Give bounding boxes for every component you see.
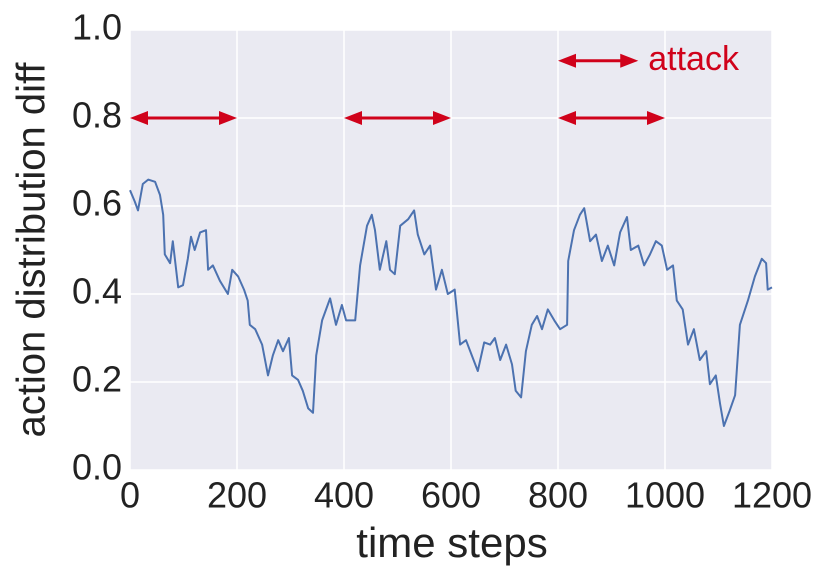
- arrow-head: [219, 111, 237, 125]
- arrow-head: [647, 111, 665, 125]
- y-tick-label: 0.6: [72, 183, 122, 224]
- x-tick-label: 200: [207, 475, 267, 516]
- x-axis-label: time steps: [356, 519, 547, 566]
- arrow-head: [620, 53, 639, 68]
- x-tick-label: 1200: [732, 475, 812, 516]
- arrow-head: [130, 111, 148, 125]
- data-line: [129, 178, 773, 427]
- x-tick-label: 400: [314, 475, 374, 516]
- x-tick-label: 600: [421, 475, 481, 516]
- x-tick-label: 800: [528, 475, 588, 516]
- y-axis-label: action distribution diff: [10, 62, 54, 438]
- arrow-head: [558, 111, 576, 125]
- legend-label: attack: [648, 40, 740, 78]
- arrow-head: [344, 111, 362, 125]
- arrow-head: [558, 53, 576, 68]
- y-tick-label: 0.2: [72, 359, 122, 400]
- x-tick-label: 1000: [625, 475, 705, 516]
- y-tick-label: 0.0: [72, 447, 122, 488]
- y-tick-label: 0.4: [72, 271, 122, 312]
- arrow-head: [433, 111, 451, 125]
- y-tick-label: 0.8: [72, 95, 122, 136]
- y-tick-label: 1.0: [72, 7, 122, 48]
- x-tick-label: 0: [120, 475, 140, 516]
